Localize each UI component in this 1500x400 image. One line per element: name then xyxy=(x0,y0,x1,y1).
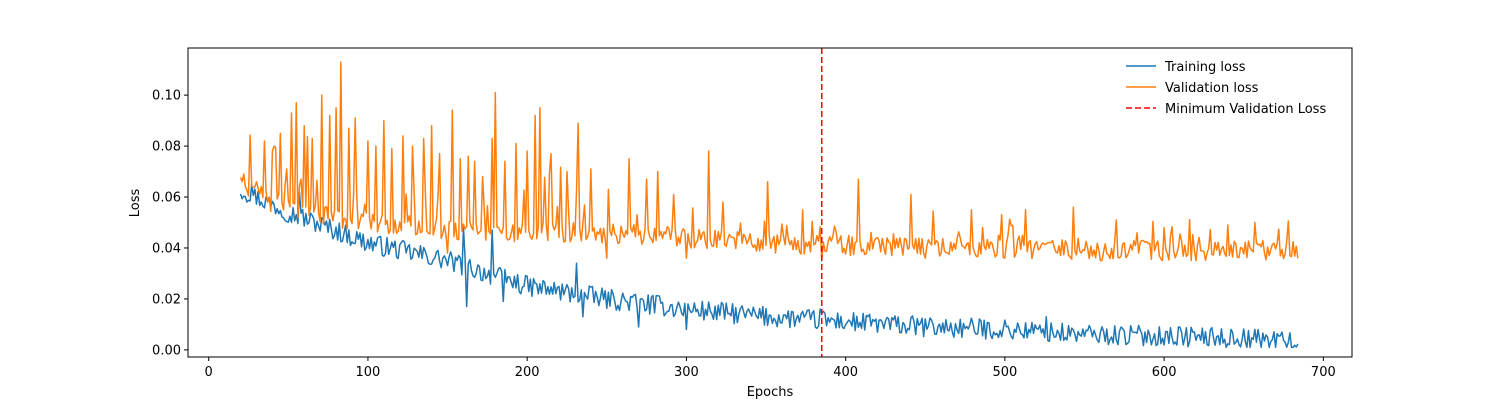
plot-frame xyxy=(187,47,1353,358)
y-axis-label: Loss xyxy=(128,189,143,218)
legend-label: Training loss xyxy=(1164,60,1246,75)
x-tick-label: 400 xyxy=(833,365,858,380)
x-tick-label: 100 xyxy=(356,365,381,380)
legend-label: Minimum Validation Loss xyxy=(1165,102,1326,117)
series-line-training-loss xyxy=(239,183,1299,349)
y-tick-label: 0.08 xyxy=(152,140,181,155)
x-tick-label: 500 xyxy=(992,365,1017,380)
x-axis-label: Epochs xyxy=(747,385,794,400)
x-tick-label: 600 xyxy=(1152,365,1177,380)
y-tick-label: 0.02 xyxy=(152,292,181,307)
x-tick-label: 700 xyxy=(1311,365,1336,380)
legend-label: Validation loss xyxy=(1165,81,1259,96)
legend: Training loss Validation loss Minimum Vali… xyxy=(1126,60,1326,117)
y-tick-label: 0.04 xyxy=(152,241,181,256)
x-tick-label: 200 xyxy=(515,365,540,380)
series-layer xyxy=(239,61,1299,349)
y-tick-label: 0.06 xyxy=(152,191,181,206)
x-axis-ticks: 0 100 200 300 400 500 600 700 xyxy=(205,357,1336,380)
y-tick-label: 0.00 xyxy=(152,343,181,358)
y-axis-ticks: 0.00 0.02 0.04 0.06 0.08 0.10 xyxy=(152,89,188,358)
y-tick-label: 0.10 xyxy=(152,89,181,104)
x-tick-label: 0 xyxy=(205,365,213,380)
x-tick-label: 300 xyxy=(674,365,699,380)
series-line-validation-loss xyxy=(239,61,1299,262)
